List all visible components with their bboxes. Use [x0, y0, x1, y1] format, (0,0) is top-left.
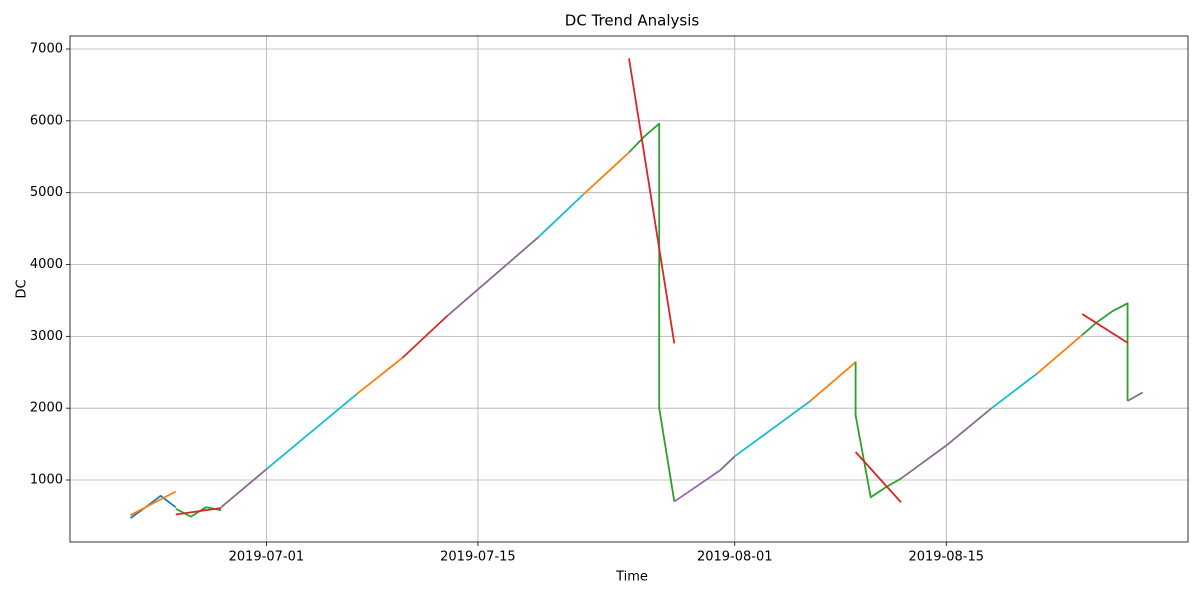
series-line [628, 58, 676, 344]
y-tick-label: 4000 [30, 257, 63, 272]
series-line [719, 455, 736, 472]
x-tick-label: 2019-07-01 [229, 550, 305, 565]
plot-frame [69, 35, 1189, 543]
series-line [1081, 302, 1129, 401]
series-line [356, 357, 403, 395]
series-line [628, 122, 676, 502]
series-line [1081, 313, 1129, 344]
x-tick-label: 2019-08-01 [697, 550, 773, 565]
y-tick-label: 5000 [30, 185, 63, 200]
series-line [220, 468, 267, 508]
series-line [583, 151, 630, 195]
x-tick-label: 2019-07-15 [440, 550, 516, 565]
series-line [265, 393, 358, 470]
series-line [401, 314, 449, 359]
series-line [854, 451, 902, 503]
series-line [809, 361, 857, 402]
series-line [129, 494, 177, 519]
series-line [673, 469, 721, 503]
series-line [537, 193, 585, 238]
y-tick-label: 1000 [30, 473, 63, 488]
series-line [1036, 334, 1083, 375]
series-line [130, 490, 177, 517]
y-tick-label: 7000 [30, 42, 63, 57]
series-line [854, 361, 902, 499]
series-line [900, 407, 993, 480]
x-tick-label: 2019-08-15 [908, 550, 984, 565]
chart-title: DC Trend Analysis [565, 12, 700, 30]
y-axis-label: DC [15, 279, 30, 298]
y-tick-label: 6000 [30, 113, 63, 128]
series-line [734, 400, 811, 458]
series-line [175, 507, 222, 516]
y-tick-label: 3000 [30, 329, 63, 344]
series-line [991, 372, 1038, 409]
x-axis-label: Time [615, 570, 648, 585]
series-line [1127, 391, 1144, 402]
y-tick-label: 2000 [30, 401, 63, 416]
series-line [447, 236, 539, 317]
